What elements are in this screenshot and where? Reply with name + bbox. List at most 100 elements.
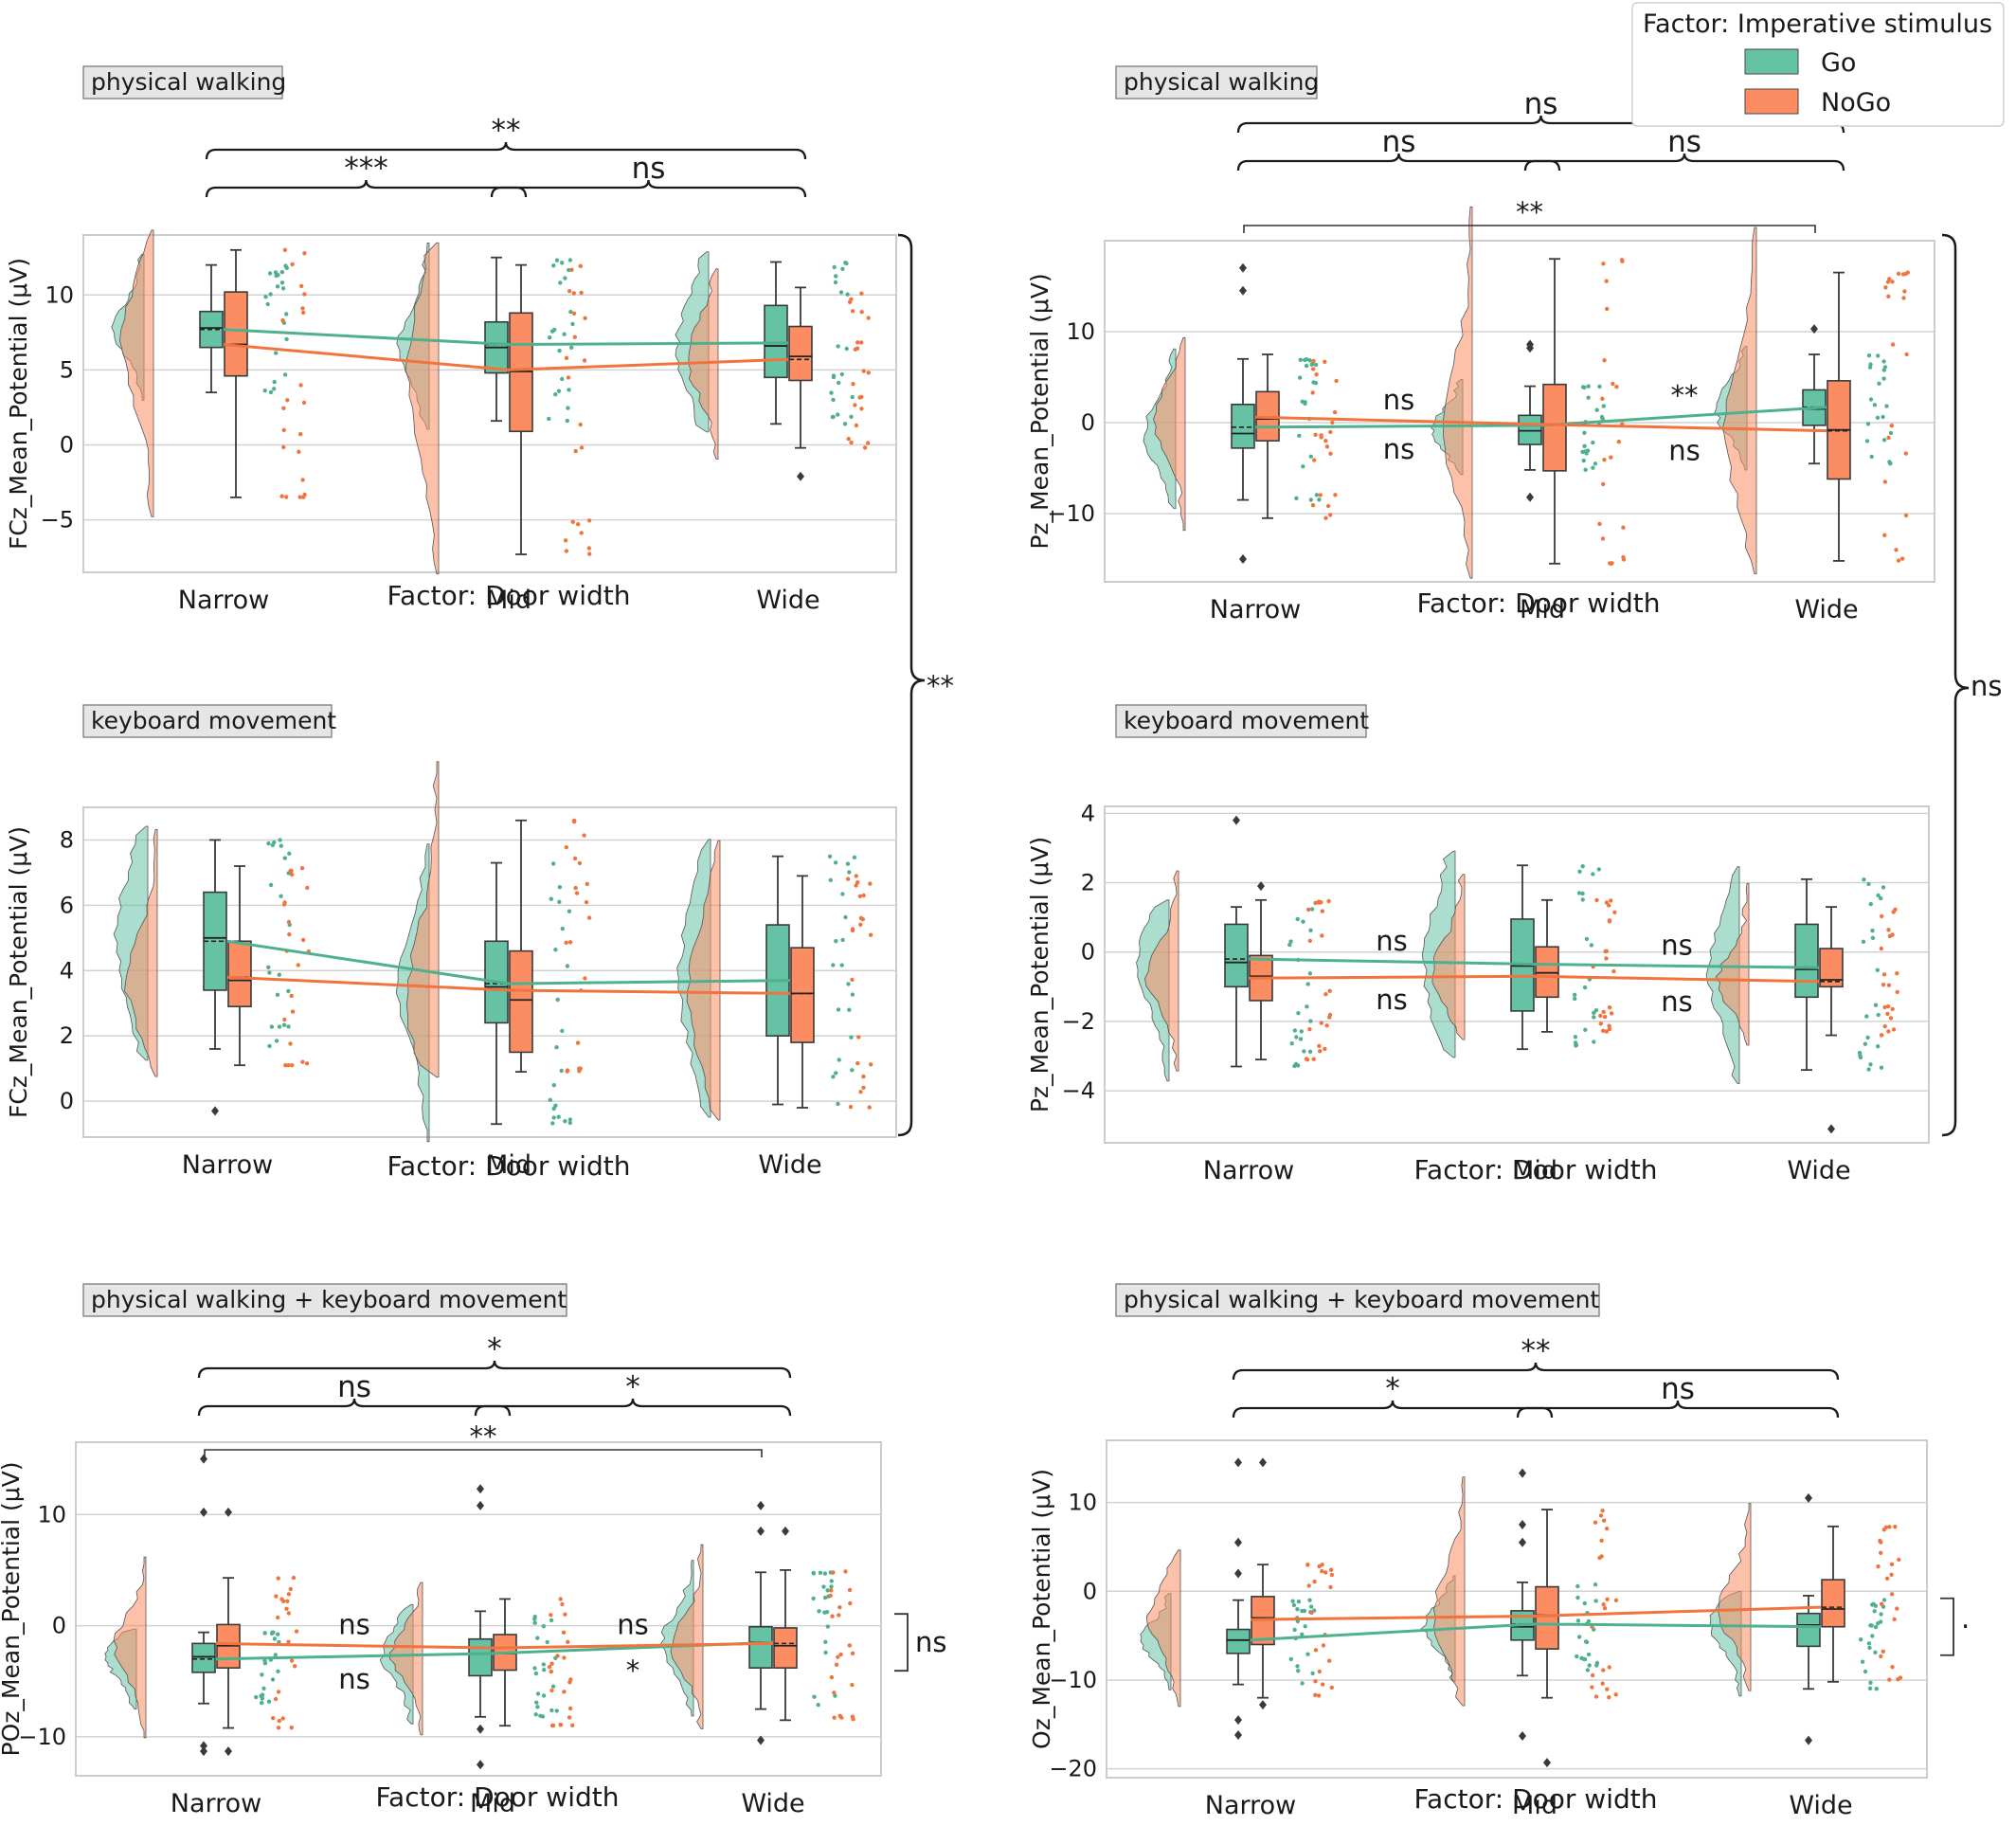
data-point-nogo	[564, 549, 569, 553]
data-point-go	[1861, 939, 1866, 944]
data-point-nogo	[560, 1601, 565, 1607]
data-point-go	[1296, 1600, 1302, 1604]
data-point-nogo	[832, 1690, 837, 1695]
data-point-go	[560, 376, 565, 382]
data-point-go	[556, 389, 562, 393]
comparison-label: ns	[337, 1370, 371, 1404]
data-point-go	[558, 280, 563, 285]
data-point-go	[534, 1700, 539, 1705]
x-tick-label: Narrow	[182, 1150, 273, 1180]
significance-label: **	[1671, 379, 1699, 411]
data-point-nogo	[562, 1690, 567, 1694]
data-point-nogo	[573, 885, 578, 891]
data-point-go	[1887, 460, 1892, 464]
data-point-go	[1876, 1621, 1881, 1626]
x-tick-label: Narrow	[1203, 1156, 1294, 1185]
data-point-nogo	[572, 334, 577, 339]
significance-label: ns	[1661, 929, 1693, 961]
data-point-go	[545, 1639, 549, 1645]
data-point-nogo	[1309, 1610, 1314, 1616]
data-point-go	[1586, 1618, 1592, 1624]
data-point-go	[825, 1588, 830, 1593]
data-point-nogo	[1320, 1568, 1324, 1574]
box-go	[1796, 1612, 1821, 1648]
data-point-go	[263, 295, 268, 299]
data-point-go	[1291, 1602, 1297, 1608]
data-point-nogo	[1620, 259, 1625, 263]
data-point-nogo	[578, 263, 583, 268]
comparison-bracket	[205, 141, 807, 160]
data-point-nogo	[280, 317, 285, 323]
comparison-label: ns	[1524, 87, 1558, 121]
y-tick-label: 5	[60, 356, 74, 383]
data-point-go	[1317, 497, 1322, 502]
data-point-go	[822, 1595, 828, 1600]
data-point-nogo	[1305, 1563, 1310, 1567]
data-point-nogo	[1897, 1557, 1901, 1563]
data-point-go	[1866, 881, 1871, 887]
data-point-go	[1879, 1065, 1884, 1070]
data-point-nogo	[1894, 548, 1899, 552]
data-point-nogo	[1598, 1013, 1603, 1019]
data-point-go	[1587, 1663, 1592, 1668]
data-point-nogo	[277, 1718, 281, 1724]
data-point-go	[1307, 358, 1312, 363]
outlier	[200, 1507, 207, 1517]
data-point-nogo	[1890, 1006, 1895, 1012]
data-point-nogo	[1888, 1016, 1894, 1021]
y-tick-label: 0	[1081, 939, 1095, 966]
data-point-nogo	[276, 1690, 281, 1694]
data-point-nogo	[565, 1069, 569, 1074]
data-point-go	[538, 1713, 543, 1719]
outlier	[477, 1760, 484, 1770]
box-nogo	[773, 1627, 798, 1669]
data-point-nogo	[1601, 1602, 1606, 1607]
data-point-go	[548, 335, 552, 340]
data-point-nogo	[1884, 1576, 1890, 1582]
data-point-go	[549, 896, 553, 901]
data-point-go	[1868, 1680, 1873, 1686]
data-point-go	[266, 1699, 272, 1704]
data-point-go	[567, 258, 573, 262]
data-point-go	[1295, 1664, 1300, 1669]
data-point-nogo	[850, 1682, 855, 1688]
data-point-nogo	[286, 1639, 291, 1644]
data-point-nogo	[1876, 1564, 1881, 1569]
outlier	[1805, 1735, 1812, 1745]
data-point-nogo	[289, 868, 294, 874]
data-point-nogo	[1607, 1695, 1611, 1700]
axes-frame	[1104, 240, 1935, 583]
data-point-go	[286, 988, 291, 994]
data-point-go	[1881, 414, 1885, 420]
outlier	[477, 1484, 484, 1494]
data-point-go	[272, 1636, 278, 1641]
data-point-go	[551, 861, 556, 866]
data-point-nogo	[1611, 968, 1616, 974]
data-point-nogo	[1605, 1527, 1610, 1531]
data-point-go	[533, 1671, 539, 1676]
data-point-go	[549, 329, 555, 334]
data-point-go	[549, 1708, 554, 1713]
right-bracket	[894, 1613, 909, 1672]
mean-trend-go	[226, 939, 791, 985]
data-point-nogo	[290, 1063, 295, 1068]
data-point-nogo	[1601, 1518, 1607, 1523]
data-point-nogo	[1316, 899, 1322, 904]
data-point-nogo	[571, 311, 577, 316]
data-point-go	[1864, 1014, 1869, 1019]
violin-nogo	[1153, 336, 1186, 532]
data-point-go	[1305, 982, 1310, 986]
box-nogo	[1821, 1579, 1845, 1628]
data-point-nogo	[570, 519, 575, 524]
data-point-nogo	[1318, 1049, 1323, 1054]
data-point-nogo	[848, 1600, 853, 1606]
data-point-nogo	[287, 931, 292, 937]
data-point-go	[1873, 1650, 1878, 1655]
significance-label: ns	[1376, 925, 1408, 957]
data-point-nogo	[1878, 1538, 1882, 1544]
outlier	[1239, 262, 1247, 273]
data-point-go	[567, 388, 571, 392]
data-point-nogo	[831, 1570, 836, 1575]
data-point-nogo	[1890, 932, 1895, 937]
data-point-go	[833, 280, 838, 285]
